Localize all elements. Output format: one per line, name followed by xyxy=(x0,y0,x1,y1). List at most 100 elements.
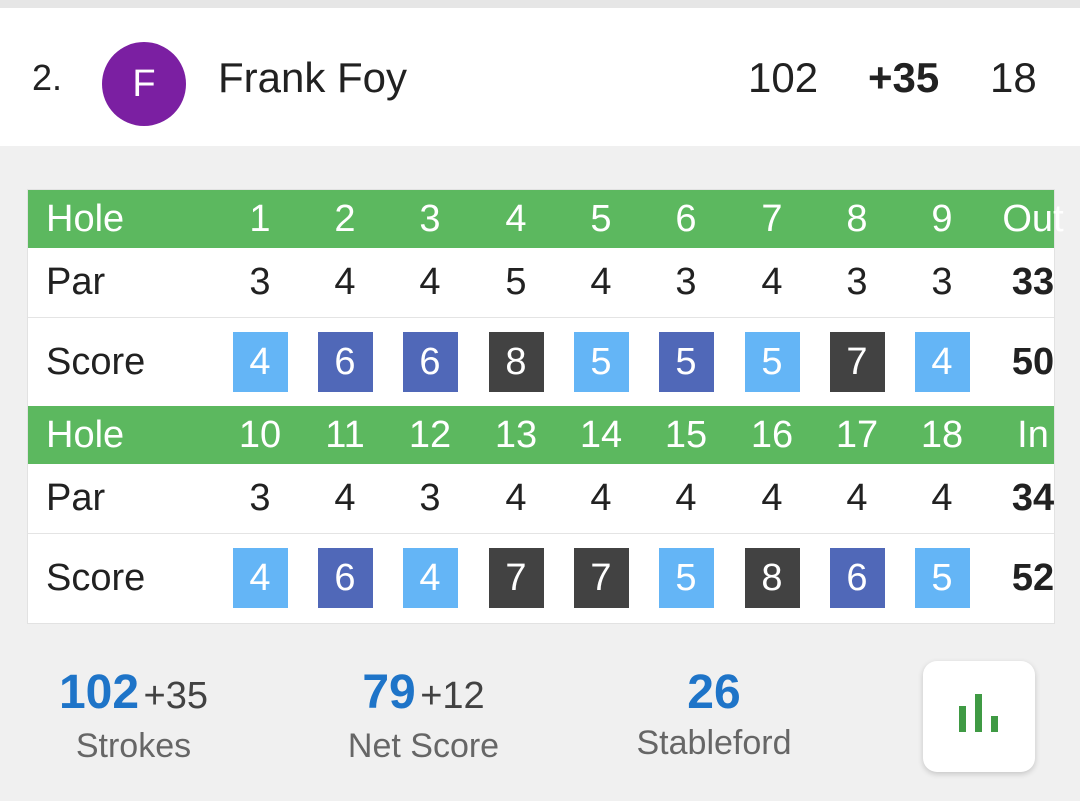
player-strokes: 102 xyxy=(748,54,819,101)
strokes-stat: 102 +35 Strokes xyxy=(46,665,221,766)
score-value: 7 xyxy=(829,332,885,392)
par-value: 4 xyxy=(419,261,441,303)
score-cell: 7 xyxy=(817,318,897,406)
score-cell: 6 xyxy=(305,534,385,622)
par-value: 4 xyxy=(761,477,783,519)
hole-number: 15 xyxy=(664,413,708,456)
score-label: Score xyxy=(46,340,146,383)
par-total: 33 xyxy=(1011,261,1055,303)
par-value: 3 xyxy=(931,261,953,303)
par-value: 3 xyxy=(675,261,697,303)
hole-number: 4 xyxy=(505,197,527,240)
score-cell: 8 xyxy=(732,534,812,622)
par-label: Par xyxy=(46,477,106,519)
par-value: 4 xyxy=(590,261,612,303)
score-value: 4 xyxy=(402,548,458,608)
player-thru: 18 xyxy=(990,54,1037,101)
hole-number: 11 xyxy=(325,413,365,456)
hole-number: 10 xyxy=(238,413,282,456)
back-score-row: Score 4 6 4 7 7 5 8 6 5 52 xyxy=(28,534,1054,622)
par-value: 5 xyxy=(505,261,527,303)
strokes-label: Strokes xyxy=(75,727,192,765)
score-label: Score xyxy=(46,556,146,599)
score-value: 4 xyxy=(914,332,970,392)
hole-number: 5 xyxy=(590,197,612,240)
score-value: 6 xyxy=(317,548,373,608)
player-name: Frank Foy xyxy=(218,54,408,101)
top-divider xyxy=(0,0,1080,8)
stableford-value: 26 xyxy=(687,666,741,719)
par-value: 3 xyxy=(846,261,868,303)
total-label: In xyxy=(1017,413,1049,456)
hole-number: 7 xyxy=(761,197,783,240)
back-hole-row: Hole 10 11 12 13 14 15 16 17 18 In xyxy=(28,406,1054,464)
stableford-stat: 26 Stableford xyxy=(620,665,808,763)
score-cell: 4 xyxy=(220,318,300,406)
par-label: Par xyxy=(46,261,106,303)
score-cell: 5 xyxy=(646,534,726,622)
hole-number: 1 xyxy=(249,197,271,240)
hole-label: Hole xyxy=(46,197,125,240)
hole-number: 8 xyxy=(846,197,868,240)
hole-number: 18 xyxy=(920,413,964,456)
front-par-row: Par 3 4 4 5 4 3 4 3 3 33 xyxy=(28,248,1054,318)
score-cell: 7 xyxy=(561,534,641,622)
par-value: 3 xyxy=(419,477,441,519)
avatar: F xyxy=(102,42,186,126)
hole-number: 17 xyxy=(835,413,879,456)
score-total: 50 xyxy=(1011,340,1055,383)
score-value: 4 xyxy=(232,548,288,608)
score-total: 52 xyxy=(1011,556,1055,599)
par-value: 3 xyxy=(249,261,271,303)
par-value: 4 xyxy=(505,477,527,519)
par-value: 4 xyxy=(334,261,356,303)
player-to-par: +35 xyxy=(868,54,940,101)
hole-number: 12 xyxy=(408,413,452,456)
score-value: 6 xyxy=(402,332,458,392)
back-par-row: Par 3 4 3 4 4 4 4 4 4 34 xyxy=(28,464,1054,534)
score-cell: 6 xyxy=(305,318,385,406)
hole-number: 6 xyxy=(675,197,697,240)
strokes-to-par: +35 xyxy=(143,675,208,717)
player-row[interactable]: 2. F Frank Foy 102 +35 18 xyxy=(0,8,1080,146)
score-value: 5 xyxy=(744,332,800,392)
par-total: 34 xyxy=(1011,477,1055,519)
hole-number: 13 xyxy=(494,413,538,456)
hole-label: Hole xyxy=(46,413,125,456)
par-value: 4 xyxy=(846,477,868,519)
score-value: 5 xyxy=(658,332,714,392)
score-cell: 5 xyxy=(732,318,812,406)
score-cell: 5 xyxy=(646,318,726,406)
net-score-label: Net Score xyxy=(347,727,500,765)
score-value: 8 xyxy=(744,548,800,608)
score-cell: 4 xyxy=(390,534,470,622)
net-score-value: 79 xyxy=(362,666,416,719)
stableford-label: Stableford xyxy=(636,724,792,762)
score-value: 5 xyxy=(658,548,714,608)
score-value: 8 xyxy=(488,332,544,392)
net-score-stat: 79 +12 Net Score xyxy=(336,665,511,766)
total-label: Out xyxy=(1002,197,1064,240)
score-value: 7 xyxy=(573,548,629,608)
hole-number: 14 xyxy=(579,413,623,456)
par-value: 4 xyxy=(590,477,612,519)
par-value: 4 xyxy=(334,477,356,519)
score-cell: 6 xyxy=(817,534,897,622)
score-value: 6 xyxy=(317,332,373,392)
hole-number: 9 xyxy=(931,197,953,240)
net-score-to-par: +12 xyxy=(420,675,485,717)
hole-number: 2 xyxy=(334,197,356,240)
score-value: 5 xyxy=(914,548,970,608)
score-cell: 5 xyxy=(561,318,641,406)
score-cell: 8 xyxy=(476,318,556,406)
score-value: 4 xyxy=(232,332,288,392)
hole-number: 16 xyxy=(750,413,794,456)
score-cell: 6 xyxy=(390,318,470,406)
front-hole-row: Hole 1 2 3 4 5 6 7 8 9 Out xyxy=(28,190,1064,248)
chart-button[interactable] xyxy=(923,661,1035,772)
par-value: 4 xyxy=(761,261,783,303)
score-cell: 4 xyxy=(220,534,300,622)
score-cell: 7 xyxy=(476,534,556,622)
strokes-value: 102 xyxy=(58,666,140,719)
score-value: 6 xyxy=(829,548,885,608)
